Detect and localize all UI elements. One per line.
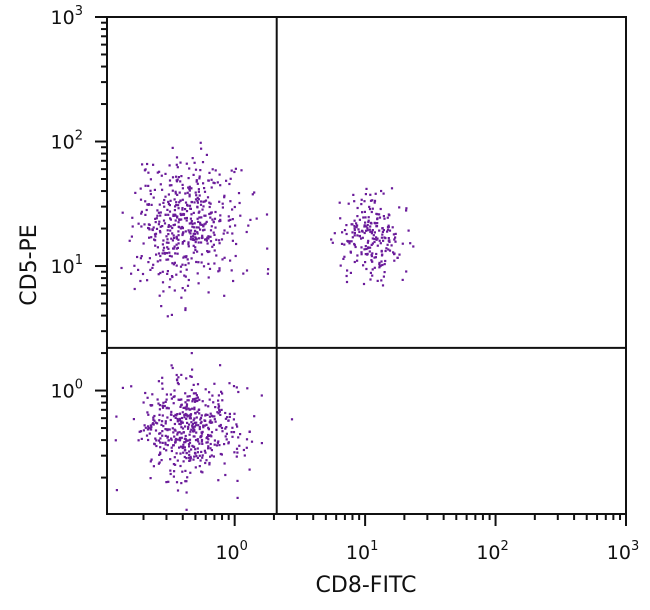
y-axis: 100 101 102 103 — [51, 4, 107, 479]
y-tick-label: 101 — [51, 253, 83, 278]
y-tick-label: 102 — [51, 129, 83, 154]
x-tick-label: 100 — [215, 539, 247, 564]
x-axis-title: CD8-FITC — [316, 573, 417, 598]
y-axis-title: CD5-PE — [17, 224, 42, 305]
x-tick-label: 102 — [476, 539, 508, 564]
y-tick-label: 100 — [51, 378, 83, 403]
x-axis: 100 101 102 103 — [142, 514, 639, 564]
x-tick-label: 103 — [607, 539, 639, 564]
x-tick-label: 101 — [346, 539, 378, 564]
y-tick-label: 103 — [51, 4, 83, 29]
scatter-points — [114, 141, 415, 511]
